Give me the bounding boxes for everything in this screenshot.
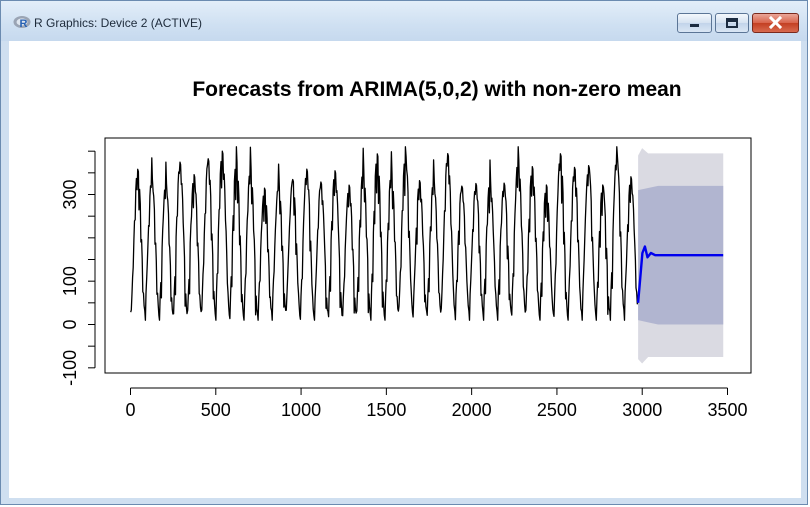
y-tick-label: 0 (60, 319, 80, 329)
svg-text:R: R (20, 18, 28, 29)
minimize-button[interactable] (677, 13, 712, 33)
window-title: R Graphics: Device 2 (ACTIVE) (34, 16, 203, 30)
graphics-device-canvas: 0 500 1000 1500 2000 2500 3000 3500 -100 0 100 300 … (9, 41, 801, 498)
x-tick-label: 0 (125, 400, 135, 420)
y-tick-label: -100 (60, 350, 80, 386)
x-tick-label: 2500 (537, 400, 577, 420)
x-tick-label: 2000 (452, 400, 492, 420)
r-logo-icon: R (13, 16, 31, 29)
x-tick-label: 3500 (707, 400, 747, 420)
y-tick-label: 300 (60, 179, 80, 209)
minimize-icon (690, 24, 699, 27)
maximize-button[interactable] (715, 13, 749, 33)
x-tick-label: 1500 (366, 400, 406, 420)
y-tick-label: 100 (60, 266, 80, 296)
title-bar[interactable]: R R Graphics: Device 2 (ACTIVE) (1, 1, 807, 41)
maximize-icon (726, 18, 738, 28)
plot-title: Forecasts from ARIMA(5,0,2) with non-zer… (192, 78, 682, 101)
x-tick-label: 3000 (622, 400, 662, 420)
x-tick-label: 500 (201, 400, 231, 420)
close-icon (768, 15, 783, 30)
point-forecast-line (636, 245, 724, 303)
plot-frame (104, 137, 752, 374)
forecast-plot: 0 500 1000 1500 2000 2500 3000 3500 -100 0 100 300 (60, 137, 752, 420)
close-button[interactable] (752, 13, 799, 33)
x-tick-label: 1000 (281, 400, 321, 420)
observed-series-line (130, 146, 639, 321)
